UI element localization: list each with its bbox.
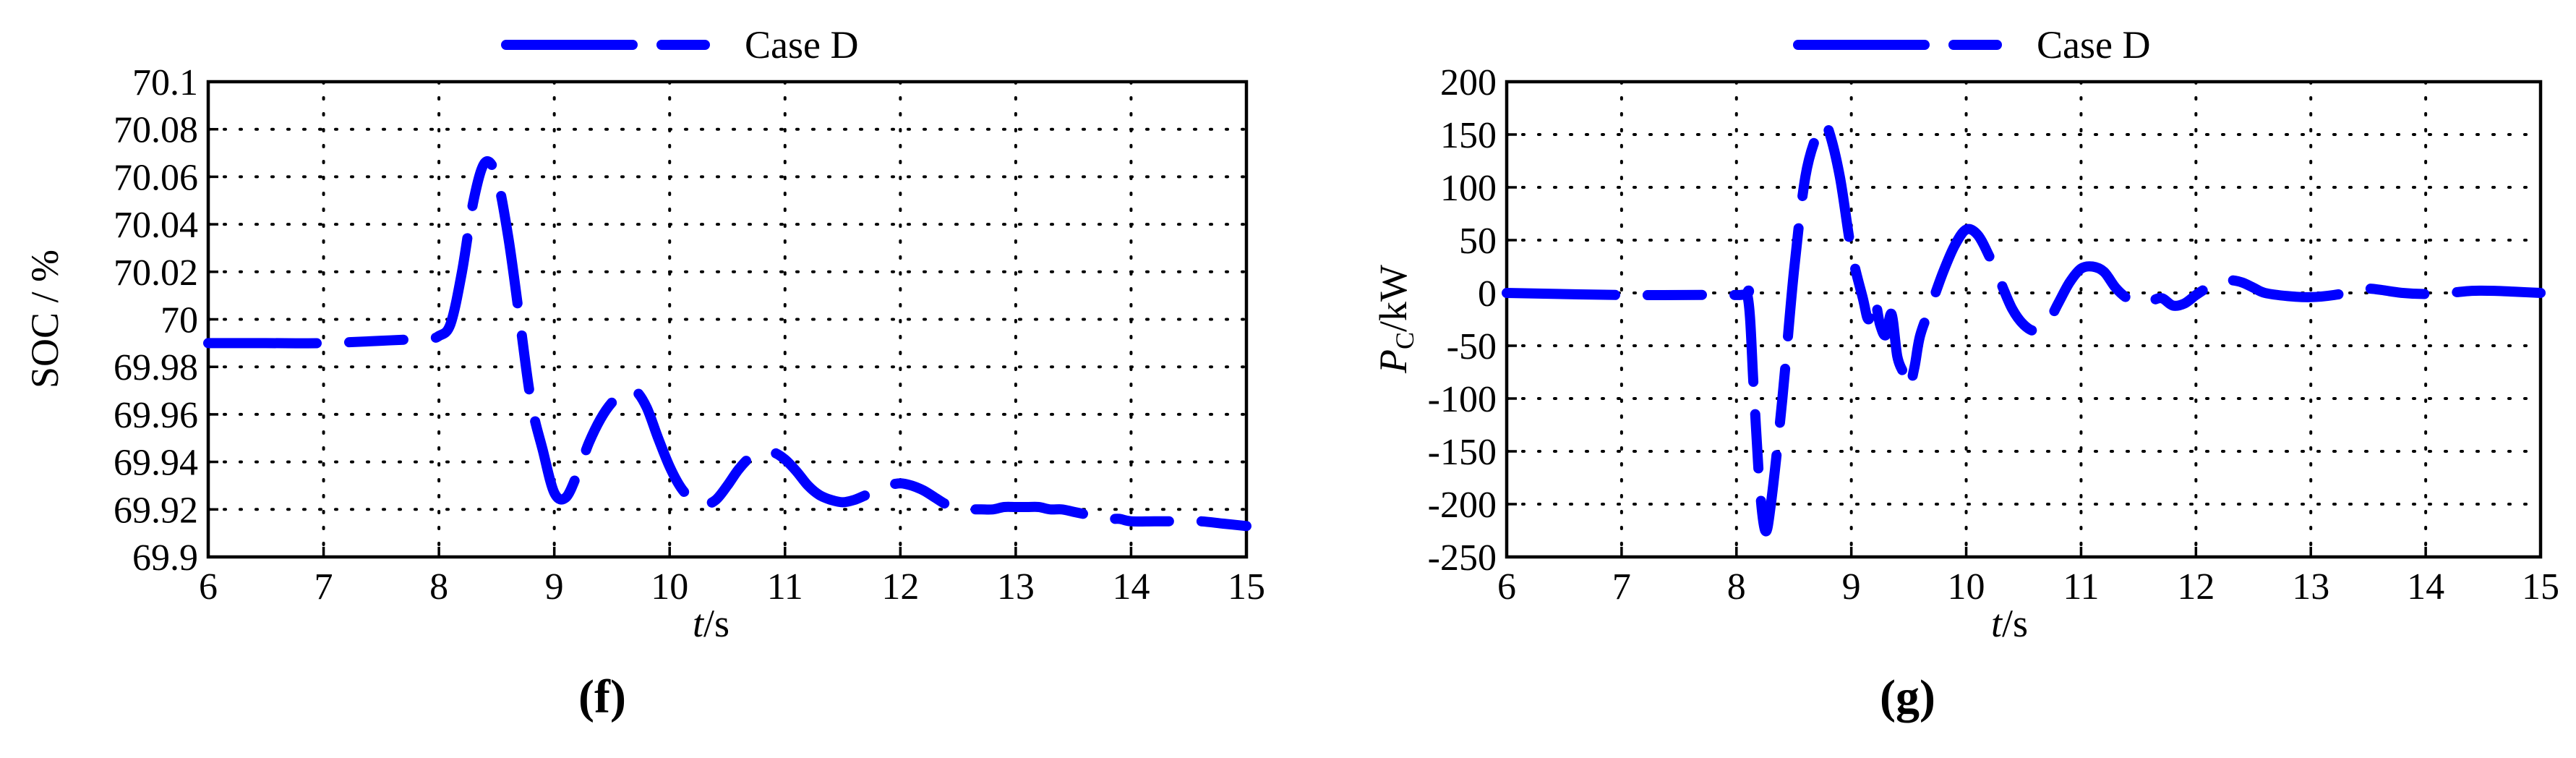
chart-g-ticks — [1505, 80, 2542, 558]
chart-f-x-tick-label: 12 — [881, 566, 919, 608]
chart-g-legend-label: Case D — [2037, 23, 2150, 67]
chart-g-x-tick-label: 10 — [1948, 566, 1985, 608]
chart-g-y-tick-label: 50 — [1459, 221, 1497, 262]
chart-f-y-axis-label: SOC / % — [23, 250, 67, 388]
chart-f-grid — [207, 80, 1248, 558]
chart-f-panel-label: (f) — [578, 670, 626, 723]
chart-g-x-tick-label: 13 — [2292, 566, 2329, 608]
chart-f-y-tick-label: 70.04 — [114, 205, 198, 246]
chart-g-y-axis-label-unit: /kW — [1372, 265, 1415, 332]
chart-g-x-axis-label-unit: /s — [2002, 602, 2028, 645]
chart-g-x-tick-label: 9 — [1842, 566, 1861, 608]
chart-g-y-axis-label: PC/kW — [1372, 265, 1419, 374]
chart-f-x-axis-label-var: t — [693, 602, 705, 645]
chart-f-y-tick-label: 69.92 — [114, 490, 198, 531]
chart-f-y-tick-label: 70.02 — [114, 252, 198, 294]
chart-g-y-axis-label-sub: C — [1390, 332, 1419, 349]
chart-f-x-tick-label: 13 — [997, 566, 1035, 608]
chart-f-y-tick-label: 69.9 — [132, 537, 198, 579]
chart-f-legend: Case D — [501, 23, 858, 67]
chart-f-x-tick-label: 10 — [651, 566, 688, 608]
chart-g-series-line — [1502, 117, 2546, 537]
chart-g-y-tick-label: 200 — [1440, 62, 1497, 103]
chart-g-y-tick-label: -250 — [1428, 537, 1497, 579]
chart-g-y-tick-label: 100 — [1440, 168, 1497, 209]
chart-f-x-tick-label: 7 — [314, 566, 333, 608]
chart-f-y-tick-label: 69.98 — [114, 347, 198, 388]
chart-f-ticks — [207, 80, 1248, 558]
chart-f-x-tick-label: 11 — [767, 566, 803, 608]
chart-g-x-axis-label-var: t — [1991, 602, 2003, 645]
chart-g-series — [1502, 117, 2546, 537]
chart-g-y-axis-label-var: P — [1372, 349, 1415, 374]
chart-g-y-tick-label: 0 — [1478, 273, 1497, 315]
chart-g-y-tick-label: -150 — [1428, 432, 1497, 473]
chart-f-legend-label: Case D — [745, 23, 858, 67]
chart-g-y-tick-label: -200 — [1428, 485, 1497, 526]
chart-f-y-tick-label: 70.1 — [132, 62, 198, 103]
chart-g-grid — [1505, 80, 2542, 558]
chart-g-x-tick-labels: 6 7 8 9 10 11 12 13 14 15 — [1497, 566, 2559, 608]
chart-g-x-tick-label: 8 — [1727, 566, 1746, 608]
chart-g-x-tick-label: 12 — [2177, 566, 2215, 608]
chart-g-x-axis-label: t/s — [1991, 602, 2028, 645]
chart-f-x-tick-label: 9 — [545, 566, 564, 608]
chart-g-y-tick-labels: 200 150 100 50 0 -50 -100 -150 -200 -250 — [1428, 62, 1497, 579]
chart-g-x-tick-label: 7 — [1612, 566, 1631, 608]
chart-g-y-tick-label: 150 — [1440, 115, 1497, 156]
chart-g-x-tick-label: 15 — [2522, 566, 2559, 608]
chart-g-x-tick-label: 6 — [1497, 566, 1516, 608]
chart-f-x-tick-label: 15 — [1228, 566, 1265, 608]
chart-f-y-tick-label: 70.08 — [114, 110, 198, 151]
chart-f-series — [203, 156, 1251, 532]
chart-f-x-tick-label: 14 — [1112, 566, 1150, 608]
chart-g-x-tick-label: 11 — [2063, 566, 2099, 608]
chart-f-x-tick-label: 8 — [429, 566, 448, 608]
chart-g-panel-label: (g) — [1880, 670, 1935, 723]
chart-f: 6 7 8 9 10 11 12 13 14 15 70.1 70.08 70.06 70.04 70.0… — [23, 23, 1265, 723]
chart-f-x-tick-label: 6 — [199, 566, 218, 608]
chart-g-legend: Case D — [1793, 23, 2150, 67]
chart-f-x-axis-label-unit: /s — [703, 602, 729, 645]
chart-g-plot-frame — [1505, 80, 2543, 559]
chart-f-y-tick-label: 70.06 — [114, 157, 198, 198]
chart-g: 6 7 8 9 10 11 12 13 14 15 200 150 100 50 0 -50 -100 -150… — [1372, 23, 2559, 723]
chart-f-series-line — [203, 156, 1251, 532]
chart-f-y-tick-label: 70 — [161, 300, 198, 341]
chart-f-x-axis-label: t/s — [693, 602, 729, 645]
chart-g-x-tick-label: 14 — [2407, 566, 2444, 608]
chart-f-y-tick-label: 69.94 — [114, 443, 198, 484]
chart-f-y-tick-labels: 70.1 70.08 70.06 70.04 70.02 70 69.98 69.96 69.9… — [114, 62, 198, 579]
chart-f-x-tick-labels: 6 7 8 9 10 11 12 13 14 15 — [199, 566, 1265, 608]
chart-g-y-tick-label: -50 — [1447, 326, 1497, 367]
chart-f-y-tick-label: 69.96 — [114, 395, 198, 436]
chart-g-y-tick-label: -100 — [1428, 379, 1497, 420]
